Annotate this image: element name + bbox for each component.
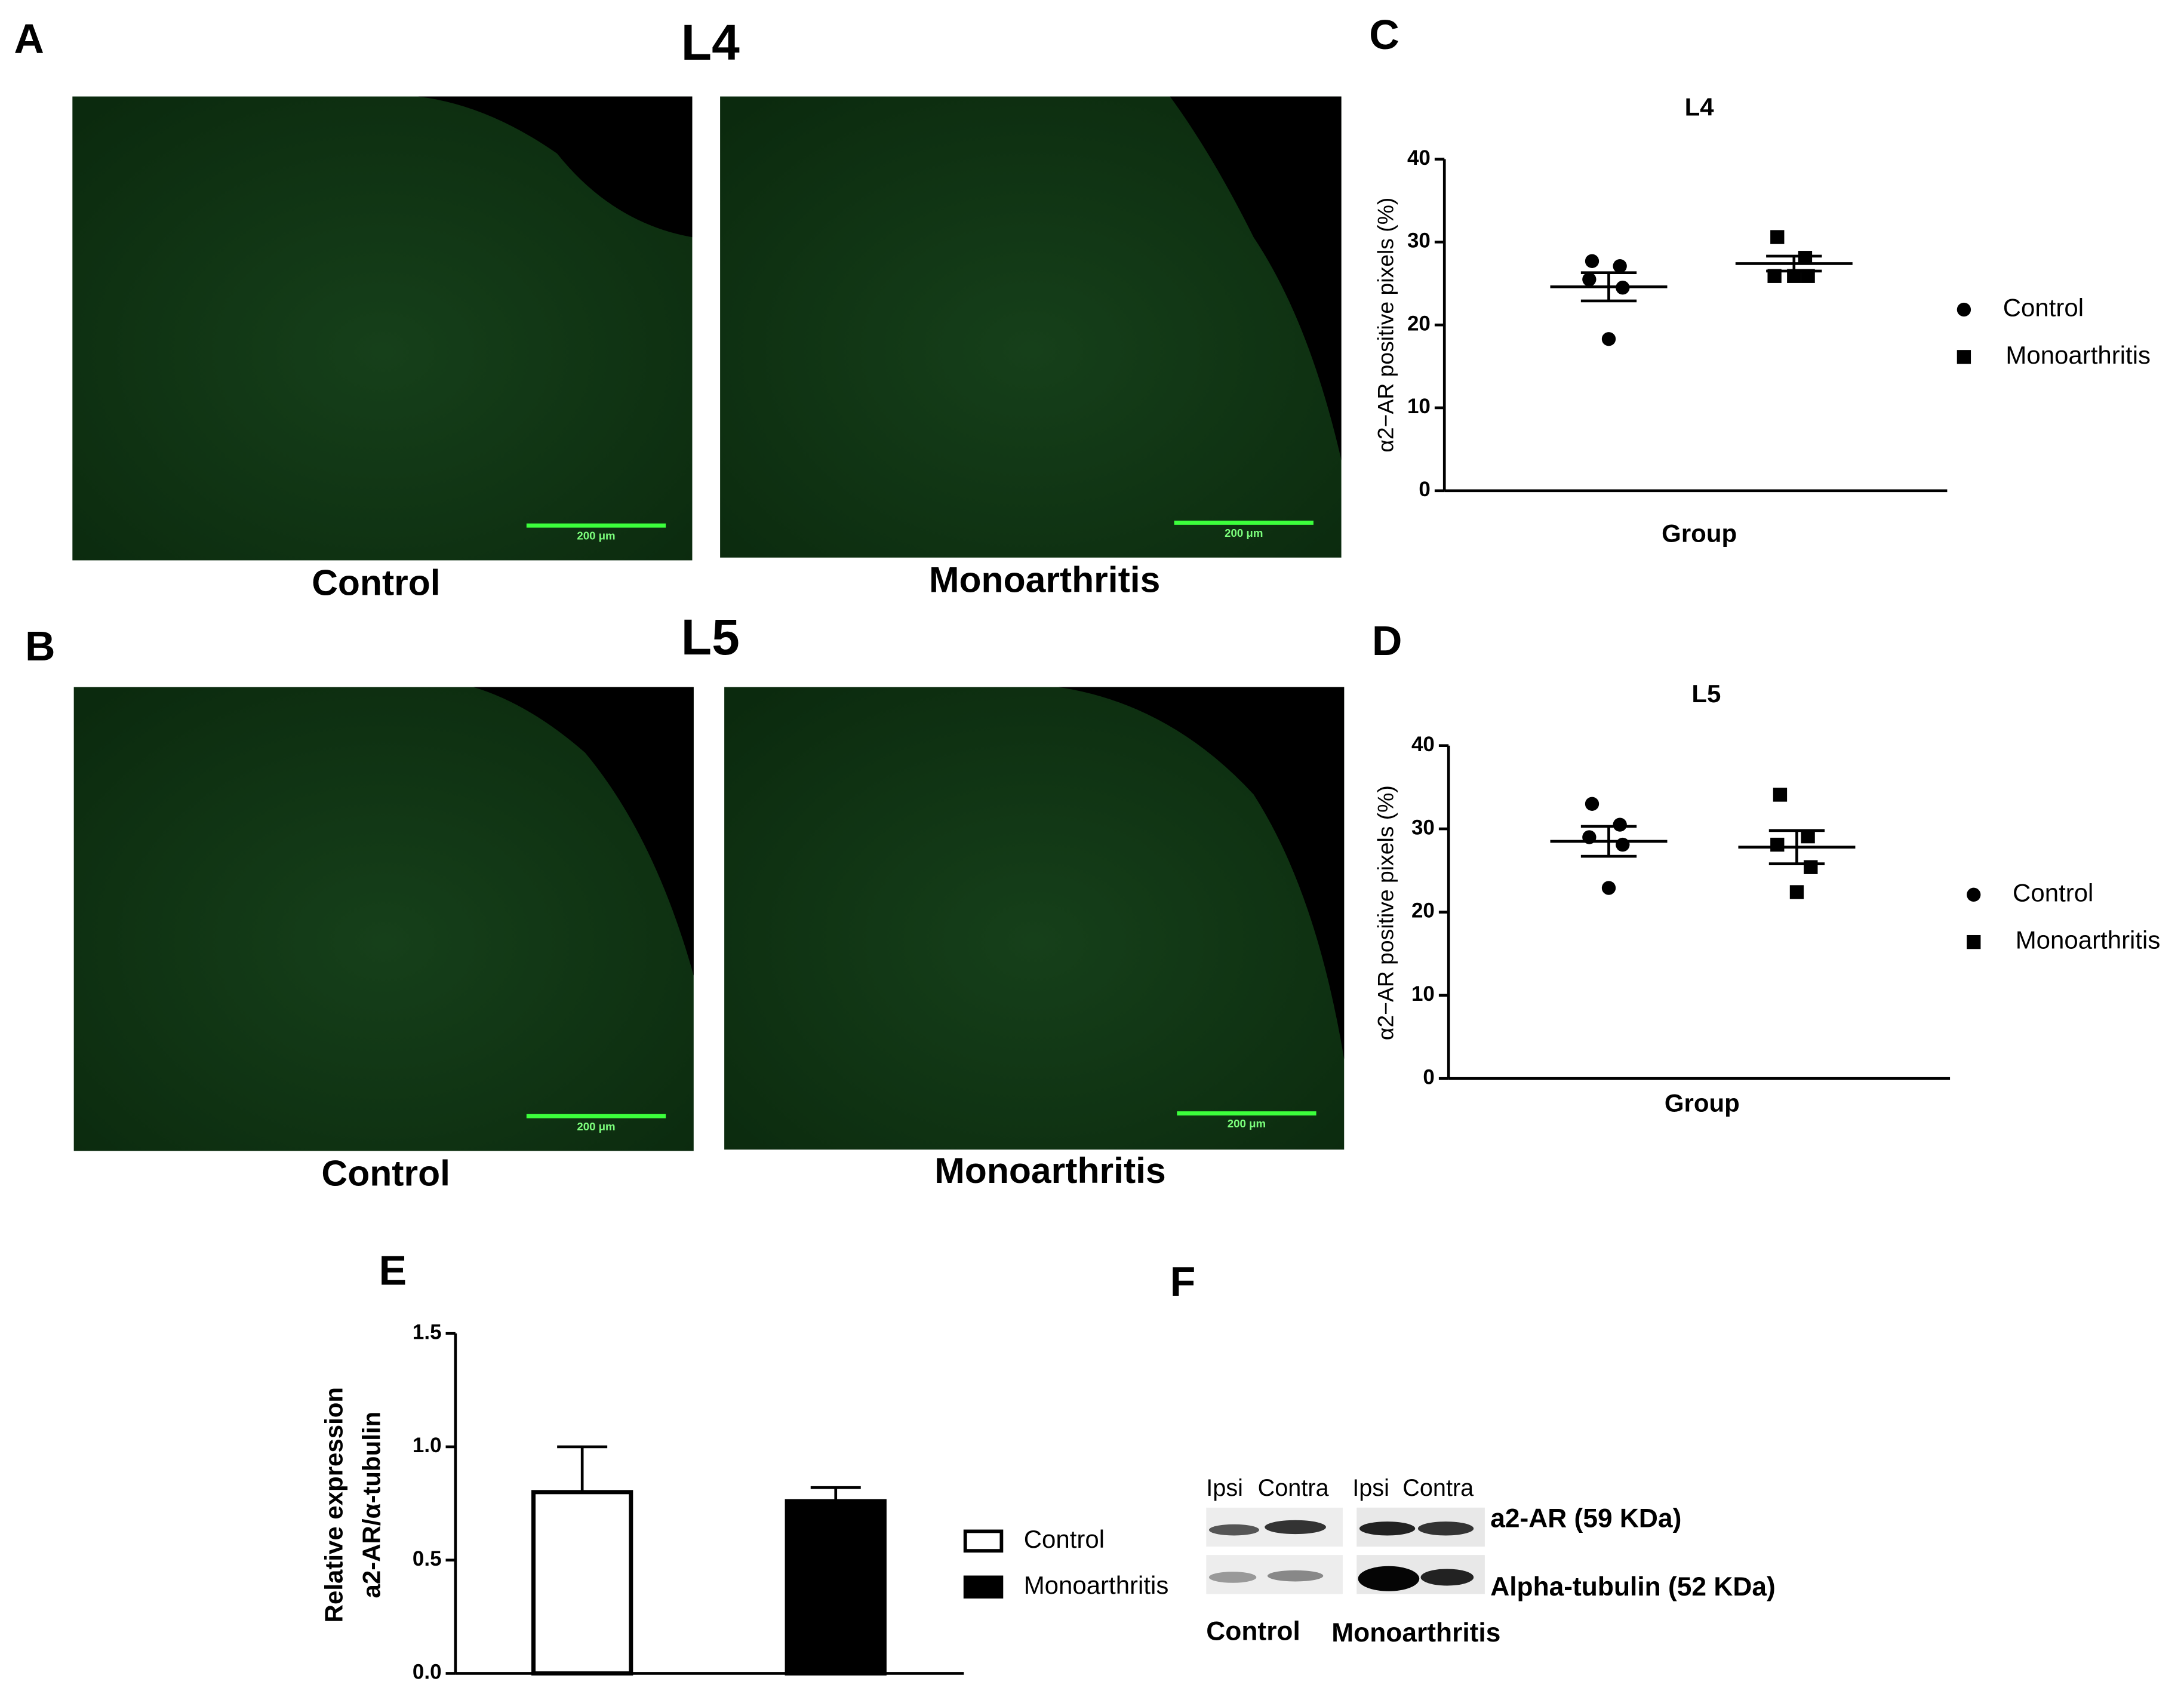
legend-marker [1957,350,1971,364]
panel-letter: F [1170,1258,1196,1305]
image-caption: Control [312,562,441,602]
data-point [1585,254,1599,268]
data-point [1770,837,1785,852]
y-tick-label: 40 [1411,733,1435,756]
y-tick-label: 0 [1419,478,1430,501]
micrograph: 200 μm [720,96,1342,558]
image-caption: Monoarthritis [934,1150,1165,1191]
y-axis-label: a2-AR/α-tubulin [357,1412,385,1599]
level-label: L4 [681,14,740,70]
bar [785,1499,887,1676]
data-point [1789,885,1804,899]
panel-letter: A [14,16,44,62]
data-point [1767,269,1782,283]
data-point [1613,259,1627,273]
micrograph: 200 μm [73,687,694,1151]
lane-label: Ipsi [1352,1475,1389,1501]
data-point [1616,837,1630,852]
y-tick-label: 40 [1407,146,1431,170]
bar [531,1490,633,1676]
band-label: Alpha-tubulin (52 KDa) [1490,1572,1776,1601]
scale-bar-label: 200 μm [1225,527,1263,539]
group-label: Control [1206,1616,1300,1646]
blot: Ipsi Contra Ipsi Contra a2-AR (59 KDa) A… [1206,1475,1776,1647]
y-tick-label: 0.0 [413,1661,442,1684]
micrograph: 200 μm [724,687,1345,1150]
scale-bar-label: 200 μm [577,530,615,542]
y-tick-label: 0.5 [413,1547,442,1570]
y-tick-label: 10 [1411,982,1435,1006]
data-point [1582,272,1597,287]
data-point [1798,251,1813,265]
y-axis-label: α2−AR positive pixels (%) [1373,785,1398,1040]
image-caption: Monoarthritis [929,560,1160,600]
legend-label: Control [2003,294,2084,322]
legend-swatch [963,1575,1004,1599]
data-point [1601,332,1616,346]
y-tick-label: 30 [1407,229,1431,253]
lane-label: Contra [1402,1475,1474,1501]
legend-marker [1967,935,1981,949]
legend-label: Control [1024,1525,1105,1553]
data-point [1585,797,1599,811]
band-label: a2-AR (59 KDa) [1490,1504,1681,1533]
image-caption: Control [321,1153,450,1194]
y-tick-label: 0 [1423,1066,1434,1089]
x-axis-label: Group [1662,519,1737,548]
y-tick-label: 10 [1407,395,1431,418]
panel-letter: C [1369,11,1399,58]
data-point [1613,817,1627,832]
data-point [1804,860,1818,874]
micrograph: 200 μm [72,96,693,561]
data-point [1773,788,1788,802]
panel-letter: B [25,623,56,669]
legend-label: Monoarthritis [2005,341,2151,369]
y-tick-label: 1.0 [413,1434,442,1457]
legend-label: Control [2013,878,2093,906]
lane-label: Ipsi [1206,1475,1243,1501]
y-tick-label: 20 [1411,899,1435,923]
level-label: L5 [681,609,740,665]
legend-marker [1957,302,1971,317]
data-point [1801,829,1815,844]
scale-bar-label: 200 μm [577,1120,615,1133]
y-tick-label: 30 [1411,816,1435,839]
data-point [1770,230,1785,244]
panel-letter: D [1372,617,1402,664]
lane-label: Contra [1258,1475,1330,1501]
legend-marker [1967,887,1981,902]
data-point [1801,269,1815,283]
data-point [1601,881,1616,895]
y-tick-label: 1.5 [413,1320,442,1344]
data-point [1787,269,1801,283]
legend-swatch [963,1529,1004,1553]
legend-label: Monoarthritis [1024,1571,1169,1599]
y-axis-label: α2−AR positive pixels (%) [1373,198,1398,453]
y-axis-label: Relative expression [319,1387,347,1622]
chart-title: L5 [1691,680,1721,708]
scale-bar-label: 200 μm [1228,1117,1266,1130]
legend-label: Monoarthritis [2016,926,2161,954]
chart-title: L4 [1685,93,1715,121]
panel-letter: E [379,1247,407,1293]
group-label: Monoarthritis [1331,1618,1500,1647]
y-tick-label: 20 [1407,312,1431,335]
x-axis-label: Group [1665,1089,1740,1117]
